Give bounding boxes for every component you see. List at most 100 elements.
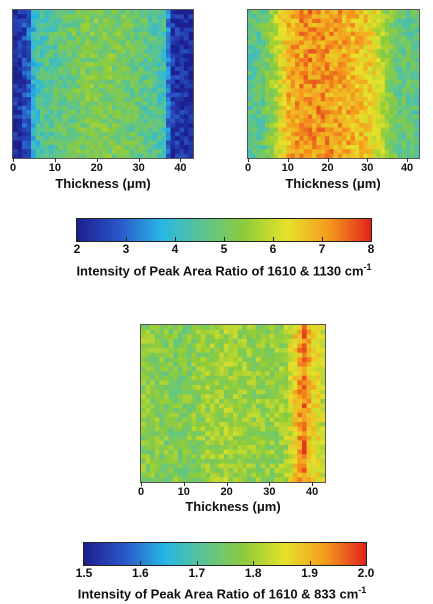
- heatmap-cell: [80, 84, 86, 89]
- heatmap-cell: [89, 97, 95, 103]
- heatmap-cell: [191, 371, 197, 377]
- heatmap-cell: [166, 144, 172, 150]
- heatmap-cell: [22, 118, 28, 124]
- heatmap-cell: [256, 44, 262, 50]
- heatmap-cell: [161, 14, 167, 20]
- heatmap-cell: [71, 49, 77, 55]
- heatmap-cell: [269, 398, 275, 405]
- heatmap-cell: [53, 23, 59, 29]
- heatmap-cell: [315, 398, 321, 405]
- heatmap-cell: [130, 40, 136, 46]
- heatmap-cell: [35, 75, 41, 81]
- heatmap-cell: [277, 105, 283, 111]
- heatmap-cell: [121, 31, 127, 37]
- heatmap-cell: [125, 14, 131, 20]
- heatmap-cell: [320, 10, 326, 15]
- heatmap-cell: [177, 412, 183, 418]
- heatmap-cell: [49, 53, 55, 59]
- heatmap-cell: [141, 325, 147, 331]
- heatmap-cell: [292, 348, 298, 354]
- heatmap-cell: [26, 97, 32, 103]
- heatmap-cell: [200, 431, 206, 437]
- heatmap-cell: [248, 10, 253, 15]
- heatmap-cell: [173, 435, 179, 442]
- heatmap-cell: [389, 70, 394, 76]
- heatmap-cell: [159, 445, 165, 451]
- heatmap-cell: [277, 27, 283, 33]
- heatmap-cell: [145, 431, 151, 437]
- heatmap-cell: [248, 118, 253, 124]
- heatmap-cell: [159, 412, 165, 418]
- heatmap-cell: [306, 458, 312, 465]
- heatmap-cell: [187, 357, 193, 363]
- heatmap-cell: [248, 127, 253, 133]
- heatmap-cell: [295, 79, 300, 85]
- heatmap-cell: [376, 84, 382, 89]
- heatmap-cell: [248, 27, 253, 33]
- heatmap-cell: [152, 70, 158, 76]
- heatmap-cell: [324, 75, 330, 81]
- heatmap-cell: [273, 49, 279, 55]
- heatmap-cell: [316, 75, 322, 81]
- heatmap-cell: [145, 371, 151, 377]
- heatmap-cell: [13, 66, 19, 72]
- heatmap-cell: [214, 440, 220, 446]
- heatmap-cell: [200, 463, 206, 469]
- heatmap-cell: [283, 366, 289, 372]
- heatmap-cell: [22, 153, 28, 158]
- heatmap-cell: [139, 53, 145, 59]
- heatmap-cell: [200, 394, 206, 400]
- heatmap-cell: [139, 70, 145, 76]
- heatmap-cell: [376, 97, 382, 103]
- heatmap-cell: [214, 458, 220, 465]
- heatmap-cell: [228, 343, 234, 349]
- heatmap-cell: [214, 468, 220, 474]
- heatmap-cell: [187, 343, 193, 349]
- heatmap-cell: [184, 84, 190, 89]
- heatmap-cell: [159, 398, 165, 405]
- heatmap-cell: [187, 389, 193, 395]
- heatmap-cell: [184, 36, 190, 42]
- heatmap-cell: [286, 75, 292, 81]
- heatmap-cell: [191, 338, 197, 345]
- heatmap-cell: [170, 53, 176, 59]
- heatmap-cell: [233, 385, 239, 391]
- heatmap-cell: [159, 403, 165, 409]
- heatmap-cell: [277, 114, 283, 120]
- heatmap-cell: [329, 110, 335, 116]
- heatmap-cell: [320, 380, 325, 386]
- heatmap-cell: [316, 144, 322, 150]
- heatmap-cell: [237, 403, 243, 409]
- heatmap-cell: [260, 53, 266, 59]
- heatmap-cell: [161, 49, 167, 55]
- heatmap-cell: [316, 62, 322, 68]
- heatmap-cell: [148, 79, 154, 85]
- heatmap-cell: [49, 79, 55, 85]
- heatmap-cell: [286, 97, 292, 103]
- heatmap-cell: [71, 136, 77, 142]
- heatmap-cell: [337, 123, 343, 129]
- heatmap-cell: [170, 62, 176, 68]
- heatmap-cell: [67, 84, 73, 89]
- heatmap-cell: [85, 53, 91, 59]
- heatmap-cell: [329, 144, 335, 150]
- heatmap-cell: [256, 403, 262, 409]
- heatmap-cell: [274, 435, 280, 442]
- heatmap-cell: [219, 352, 225, 358]
- heatmap-cell: [13, 123, 19, 129]
- heatmap-cell: [184, 57, 190, 63]
- heatmap-cell: [302, 449, 308, 455]
- heatmap-cell: [116, 105, 122, 111]
- heatmap-cell: [98, 140, 104, 146]
- heatmap-cell: [406, 44, 412, 50]
- heatmap-cell: [35, 101, 41, 107]
- heatmap-cell: [85, 10, 91, 15]
- heatmap-cell: [80, 92, 86, 98]
- heatmap-cell: [13, 92, 19, 98]
- heatmap-cell: [139, 118, 145, 124]
- heatmap-cell: [269, 343, 275, 349]
- heatmap-cell: [288, 477, 294, 482]
- heatmap-cell: [143, 140, 149, 146]
- heatmap-cell: [173, 417, 179, 423]
- heatmap-cell: [26, 27, 32, 33]
